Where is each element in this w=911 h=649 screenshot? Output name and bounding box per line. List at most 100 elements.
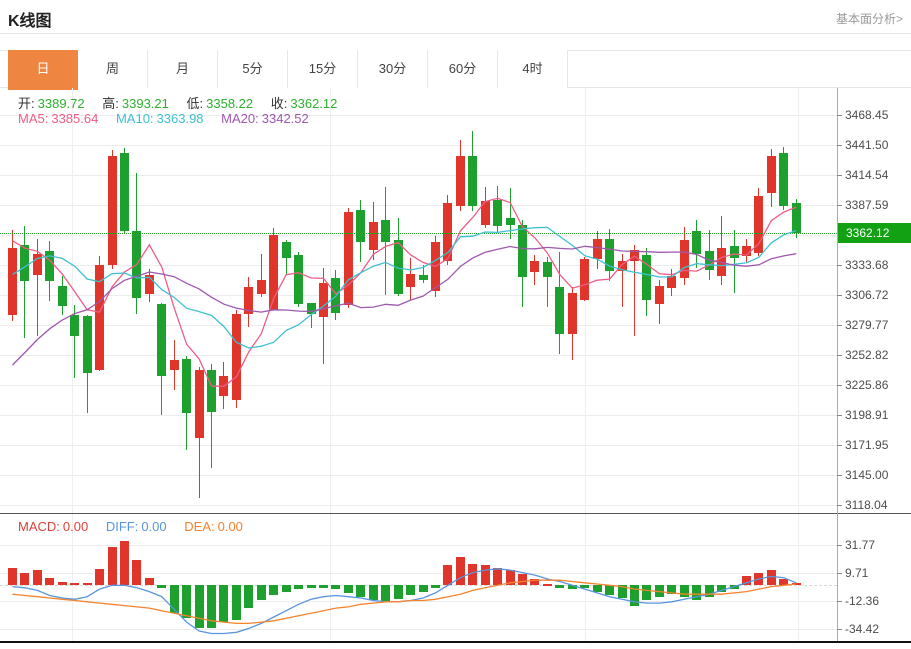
y-axis-tick	[837, 115, 842, 116]
ohlc-info-bar: 开: 3389.72 高: 3393.21 低: 3358.22 收: 3362.12	[18, 93, 340, 112]
price-gridline-h	[0, 415, 837, 416]
macd-hist-bar	[580, 585, 590, 588]
tab-period-4[interactable]: 15分	[288, 50, 358, 88]
tab-period-0[interactable]: 日	[8, 50, 78, 90]
dea-value: 0.00	[217, 519, 243, 534]
y-axis-label: 3145.00	[845, 468, 889, 482]
macd-hist-bar	[418, 585, 428, 592]
current-price-badge: 3362.12	[838, 223, 911, 243]
panel-separator	[0, 513, 911, 514]
price-gridline-h	[0, 235, 837, 236]
macd-gridline-h	[0, 545, 837, 546]
macd-hist-bar	[356, 585, 366, 597]
candle-body	[343, 212, 353, 305]
y-axis-tick	[837, 175, 842, 176]
y-axis-tick	[837, 295, 842, 296]
candle-body	[555, 286, 565, 334]
macd-hist-bar	[294, 585, 304, 590]
candle-body	[580, 259, 590, 301]
candle-body	[766, 155, 776, 194]
candle-body	[567, 292, 577, 334]
tab-period-1[interactable]: 周	[78, 50, 148, 88]
macd-hist-bar	[766, 570, 776, 586]
y-axis-line	[837, 88, 838, 641]
macd-hist-bar	[8, 567, 17, 586]
high-value: 3393.21	[121, 96, 169, 111]
y-axis-label: 3333.68	[845, 258, 889, 272]
tab-period-3[interactable]: 5分	[218, 50, 288, 88]
y-axis-tick	[837, 505, 842, 506]
y-axis-label: 3468.45	[845, 108, 889, 122]
candle-body	[381, 220, 391, 243]
macd-hist-bar	[95, 568, 105, 586]
candle-body	[8, 247, 17, 315]
candle-body	[617, 261, 627, 272]
macd-hist-bar	[306, 585, 316, 588]
y-axis-label: 3198.91	[845, 408, 889, 422]
macd-hist-bar	[480, 565, 490, 586]
candle-wick	[733, 230, 735, 294]
ma10-label: MA10:	[115, 111, 154, 126]
macd-hist-bar	[70, 582, 80, 586]
tab-period-5[interactable]: 30分	[358, 50, 428, 88]
macd-hist-bar	[231, 585, 241, 620]
macd-hist-bar	[729, 585, 739, 590]
candle-body	[45, 251, 55, 282]
candle-wick	[509, 187, 511, 239]
candle-body	[480, 201, 490, 225]
macd-hist-bar	[132, 559, 142, 586]
candle-body	[219, 375, 229, 396]
candle-body	[256, 280, 266, 294]
macd-hist-bar	[107, 547, 117, 586]
price-gridline-h	[0, 385, 837, 386]
diff-value: 0.00	[141, 519, 167, 534]
price-gridline-h	[0, 175, 837, 176]
y-axis-label: 3387.59	[845, 198, 889, 212]
macd-hist-bar	[244, 585, 254, 609]
tab-period-7[interactable]: 4时	[498, 50, 568, 88]
gridline-v	[72, 88, 73, 641]
candle-body	[107, 155, 117, 265]
candle-body	[741, 245, 751, 256]
macd-hist-bar	[381, 585, 391, 602]
candle-body	[630, 250, 639, 262]
price-gridline-h	[0, 475, 837, 476]
candle-body	[493, 200, 503, 226]
y-axis-tick	[837, 205, 842, 206]
ma5-line	[12, 197, 797, 387]
gridline-v	[330, 88, 331, 641]
ma20-value: 3342.52	[261, 111, 309, 126]
candle-body	[605, 239, 615, 272]
macd-hist-bar	[207, 585, 217, 629]
macd-y-axis-label: -12.36	[845, 594, 880, 608]
price-gridline-h	[0, 295, 837, 296]
macd-hist-bar	[82, 582, 92, 586]
macd-hist-bar	[343, 585, 353, 593]
candle-body	[32, 253, 42, 275]
y-axis-tick	[837, 475, 842, 476]
ma10-line	[12, 226, 797, 349]
candle-body	[729, 245, 739, 258]
candle-body	[57, 285, 67, 306]
high-label: 高:	[102, 96, 119, 111]
macd-hist-bar	[542, 584, 552, 586]
macd-hist-bar	[281, 585, 291, 592]
macd-hist-bar	[119, 540, 129, 586]
candle-body	[468, 155, 478, 206]
macd-legend: MACD: 0.00 DIFF: 0.00 DEA: 0.00	[18, 519, 246, 534]
candle-body	[368, 222, 378, 251]
gridline-v	[585, 88, 586, 641]
diff-label: DIFF:	[105, 519, 139, 534]
macd-label: MACD:	[18, 519, 60, 534]
candle-body	[704, 251, 714, 271]
candle-body	[119, 153, 129, 232]
tab-period-6[interactable]: 60分	[428, 50, 498, 88]
macd-hist-bar	[493, 567, 503, 586]
macd-hist-bar	[393, 585, 403, 600]
y-axis-tick	[837, 415, 842, 416]
candle-body	[169, 360, 179, 371]
macd-y-axis-tick	[837, 601, 842, 602]
tab-period-2[interactable]: 月	[148, 50, 218, 88]
fundamental-analysis-link[interactable]: 基本面分析>	[835, 12, 903, 26]
candle-body	[542, 262, 552, 277]
